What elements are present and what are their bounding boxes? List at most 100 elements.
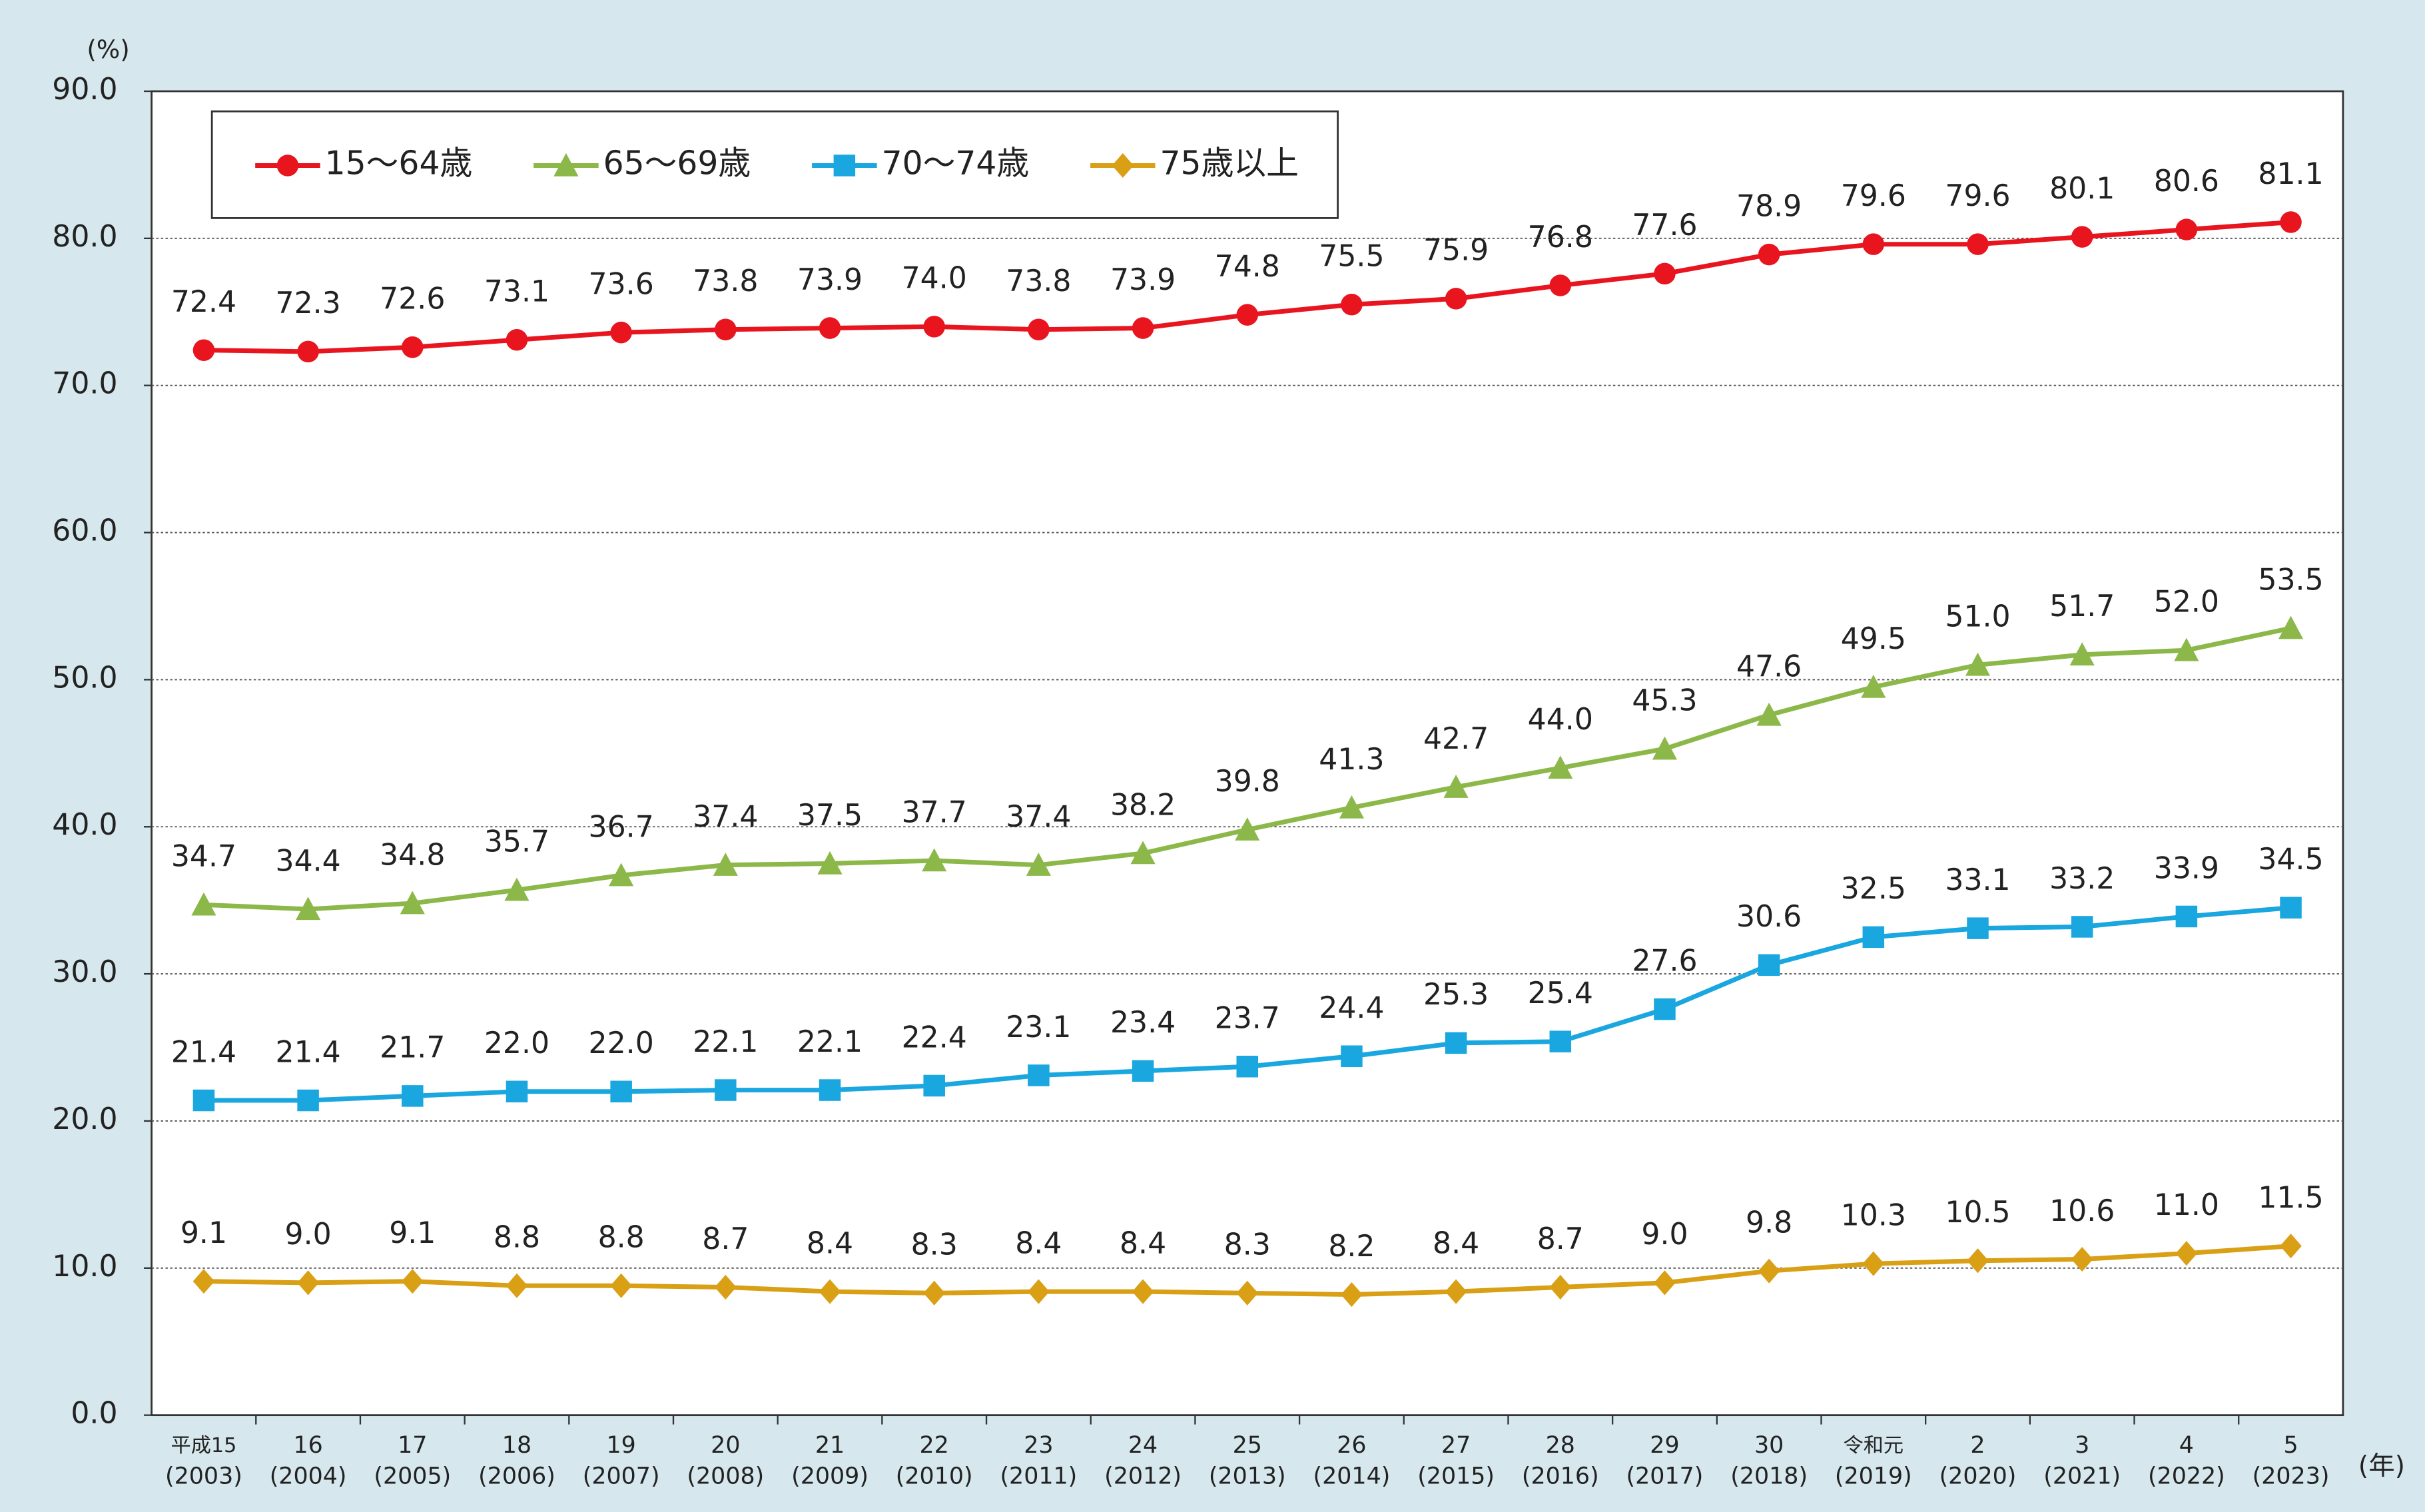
data-label: 8.8 [598, 1221, 645, 1255]
data-label: 75.9 [1423, 234, 1489, 268]
x-tick-line1: 令和元 [1844, 1434, 1904, 1457]
x-tick-line2: (2021) [2043, 1463, 2121, 1490]
data-label: 38.2 [1110, 788, 1176, 822]
point [1549, 1030, 1572, 1052]
plot-area [151, 90, 2344, 1417]
x-tick-line1: 4 [2179, 1432, 2194, 1459]
y-tick-label: 10.0 [52, 1250, 117, 1284]
x-tick-line2: (2014) [1313, 1463, 1391, 1490]
point [1112, 153, 1134, 179]
data-label: 73.9 [1110, 263, 1176, 297]
point [1862, 1251, 1885, 1276]
point [1445, 288, 1467, 310]
point [2280, 211, 2302, 233]
point [192, 339, 215, 361]
data-label: 37.5 [797, 799, 863, 833]
point [1445, 1279, 1467, 1304]
data-label: 22.1 [797, 1025, 863, 1059]
x-tick-line2: (2015) [1417, 1463, 1495, 1490]
point [1758, 1258, 1780, 1284]
point [1756, 702, 1782, 726]
data-label: 8.4 [807, 1226, 853, 1260]
data-label: 27.6 [1632, 944, 1697, 978]
point [923, 1280, 945, 1306]
x-tick-line1: 22 [920, 1432, 949, 1459]
point [715, 1079, 737, 1101]
x-tick-label: 23 (2011) [1000, 1432, 1077, 1489]
y-tick-label: 20.0 [52, 1102, 117, 1136]
data-label: 30.6 [1736, 900, 1802, 934]
y-tick-label: 50.0 [52, 661, 117, 695]
x-tick-line2: (2013) [1209, 1463, 1286, 1490]
point [1341, 1045, 1363, 1068]
x-tick-line2: (2006) [478, 1463, 555, 1490]
x-tick-line1: 19 [606, 1432, 635, 1459]
data-label: 8.7 [702, 1222, 749, 1256]
point [713, 853, 738, 876]
data-label: 37.7 [902, 795, 967, 829]
point [1026, 853, 1051, 876]
x-tick-line1: 30 [1754, 1432, 1784, 1459]
point [1132, 1279, 1154, 1304]
x-tick-line2: (2018) [1730, 1463, 1808, 1490]
data-label: 9.1 [180, 1216, 227, 1250]
data-label: 11.0 [2154, 1188, 2219, 1222]
x-tick-line2: (2020) [1939, 1463, 2017, 1490]
point [1549, 1274, 1572, 1300]
x-tick-line1: 25 [1233, 1432, 1262, 1459]
x-tick-line2: (2003) [165, 1463, 242, 1490]
x-tick-line1: 29 [1650, 1432, 1679, 1459]
data-label: 8.3 [911, 1228, 958, 1262]
point [506, 328, 528, 351]
data-label: 74.8 [1215, 250, 1280, 284]
point [819, 1079, 841, 1101]
data-label: 34.4 [276, 844, 341, 878]
x-tick-line1: 17 [398, 1432, 427, 1459]
y-tick-label: 60.0 [52, 514, 117, 548]
point [1967, 1248, 1989, 1274]
data-label: 8.4 [1120, 1226, 1166, 1260]
x-tick-label: 27 (2015) [1417, 1432, 1495, 1489]
x-tick-label: 4 (2022) [2148, 1432, 2225, 1489]
data-label: 11.5 [2258, 1181, 2323, 1215]
data-label: 25.3 [1423, 978, 1489, 1012]
point [1236, 1280, 1258, 1306]
data-label: 9.0 [285, 1218, 332, 1252]
legend-label: 65～69歳 [603, 145, 751, 182]
y-tick-label: 80.0 [52, 220, 117, 254]
point [833, 155, 856, 177]
point [610, 1273, 632, 1298]
data-label: 34.5 [2258, 843, 2323, 877]
point [2071, 916, 2093, 938]
data-label: 9.8 [1746, 1206, 1792, 1240]
legend-label: 15～64歳 [325, 145, 473, 182]
data-label: 36.7 [589, 810, 654, 844]
data-label: 9.1 [389, 1216, 436, 1250]
x-tick-label: 17 (2005) [374, 1432, 451, 1489]
data-label: 51.0 [1945, 600, 2010, 634]
data-label: 23.4 [1110, 1006, 1176, 1040]
point [2278, 615, 2304, 639]
data-label: 8.3 [1224, 1228, 1271, 1262]
data-label: 45.3 [1632, 684, 1697, 718]
point [1341, 1282, 1363, 1308]
x-tick-line1: 2 [1970, 1432, 1985, 1459]
point [1235, 817, 1260, 841]
point [1549, 274, 1572, 296]
data-label: 74.0 [902, 262, 967, 296]
data-label: 72.3 [276, 286, 341, 320]
y-tick-label: 70.0 [52, 367, 117, 401]
data-label: 8.7 [1537, 1222, 1584, 1256]
point [1548, 755, 1573, 779]
x-tick-line2: (2008) [687, 1463, 764, 1490]
x-tick-label: 18 (2006) [478, 1432, 555, 1489]
point [819, 317, 841, 339]
point [506, 1080, 528, 1103]
data-label: 73.8 [1006, 264, 1071, 298]
point [1445, 1032, 1467, 1054]
data-label: 8.4 [1015, 1226, 1062, 1260]
data-label: 42.7 [1423, 722, 1489, 756]
point [297, 1270, 319, 1296]
data-label: 9.0 [1641, 1218, 1688, 1252]
